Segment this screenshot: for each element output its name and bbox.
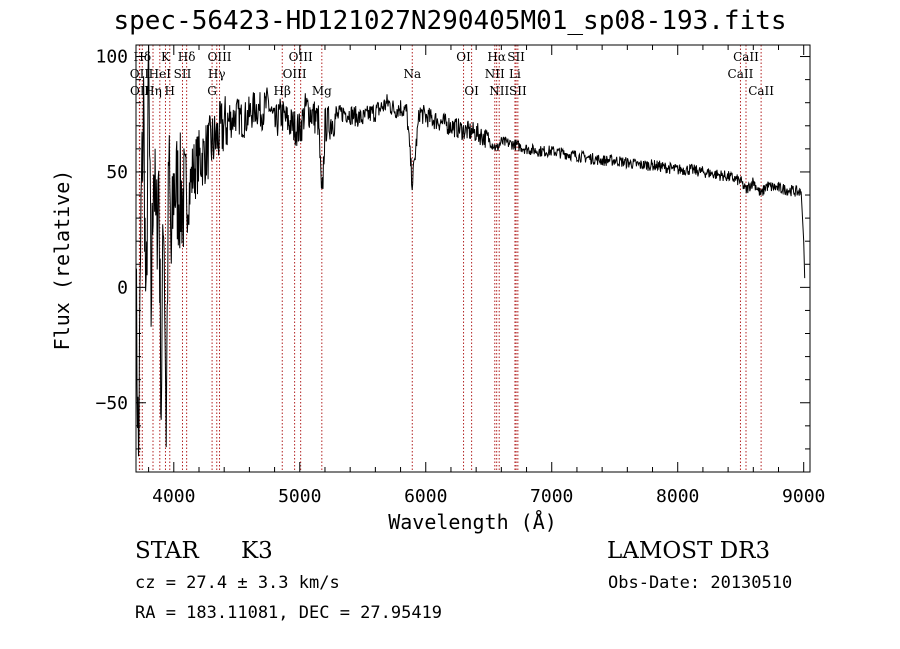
y-tick-label: 0 [117, 277, 128, 298]
plot-frame [135, 44, 811, 473]
spectrum-series [135, 44, 806, 457]
line-label: OI [464, 84, 479, 98]
y-tick-label: 100 [95, 47, 128, 68]
obs-date: Obs-Date: 20130510 [608, 573, 793, 593]
axis-ticks: 4000 5000 6000 7000 8000 9000 −50 0 50 100 [95, 45, 825, 507]
line-label: CaII [733, 50, 759, 64]
x-axis-label: Wavelength (Å) [388, 510, 557, 534]
object-class: STAR [135, 538, 199, 564]
x-tick-label: 4000 [152, 486, 195, 507]
line-label: OIII [207, 50, 231, 64]
line-label: SII [507, 50, 525, 64]
line-label: CaII [728, 67, 754, 81]
line-label: OI [456, 50, 471, 64]
chart-title: spec-56423-HD121027N290405M01_sp08-193.f… [113, 6, 787, 36]
line-label: Hδ [133, 50, 151, 64]
x-tick-label: 5000 [278, 486, 321, 507]
x-tick-label: 8000 [656, 486, 699, 507]
x-tick-label: 7000 [530, 486, 573, 507]
line-markers [138, 45, 762, 472]
line-label: Hβ [274, 84, 291, 98]
line-label: Mg [312, 84, 332, 98]
y-axis-label: Flux (relative) [50, 169, 74, 351]
line-label: H [165, 84, 175, 98]
line-label: Li [509, 67, 521, 81]
line-label: G [207, 84, 217, 98]
survey-name: LAMOST DR3 [607, 538, 771, 564]
line-label: Hγ [208, 67, 226, 81]
line-label: Hδ [178, 50, 196, 64]
line-label: SII [509, 84, 527, 98]
line-label: CaII [748, 84, 774, 98]
line-label: Na [403, 67, 421, 81]
x-tick-label: 9000 [782, 486, 825, 507]
line-label: SII [174, 67, 192, 81]
line-label: Hη [144, 84, 162, 98]
line-label: OIII [283, 67, 307, 81]
line-label: OII [130, 67, 150, 81]
coordinates: RA = 183.11081, DEC = 27.95419 [135, 603, 443, 623]
subclass: K3 [241, 538, 273, 564]
line-label: NII [489, 84, 509, 98]
line-label: OIII [289, 50, 313, 64]
line-label: K [161, 50, 171, 64]
y-tick-label: −50 [95, 393, 128, 414]
y-tick-label: 50 [106, 162, 128, 183]
line-label: Hα [487, 50, 506, 64]
line-label: HeI [149, 67, 172, 81]
redshift-value: cz = 27.4 ± 3.3 km/s [135, 573, 340, 593]
line-label: NII [485, 67, 505, 81]
line-label: OII [130, 84, 150, 98]
spectrum-line [135, 44, 806, 457]
x-tick-label: 6000 [404, 486, 447, 507]
